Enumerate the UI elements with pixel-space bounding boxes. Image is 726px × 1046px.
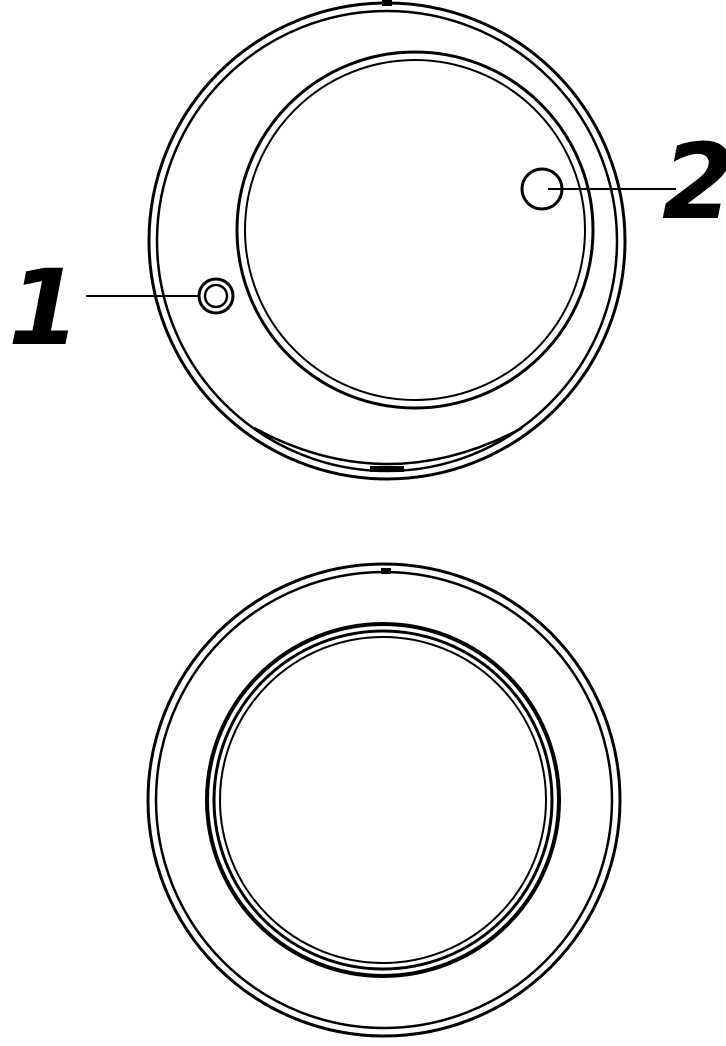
- callout-1-label: 1: [8, 247, 80, 369]
- outer-ring-inner: [155, 9, 619, 473]
- top-device-view: 1 2: [8, 0, 726, 481]
- bottom-lip: [253, 426, 523, 466]
- outer-ring: [147, 1, 627, 481]
- bottom-lens-ring-outer: [205, 622, 561, 978]
- bottom-notch: [370, 466, 404, 472]
- lens-ring-outer: [235, 50, 595, 410]
- bottom-outer-ring-inner: [154, 570, 614, 1030]
- bottom-lens-ring-inner: [219, 636, 547, 964]
- callout-2-label: 2: [662, 121, 726, 243]
- bottom-device-view: [146, 562, 622, 1038]
- bottom-lens-ring-mid: [212, 629, 554, 971]
- bottom-outer-ring: [146, 562, 622, 1038]
- lens-ring-inner: [244, 59, 586, 401]
- sensor-1-inner: [203, 283, 229, 309]
